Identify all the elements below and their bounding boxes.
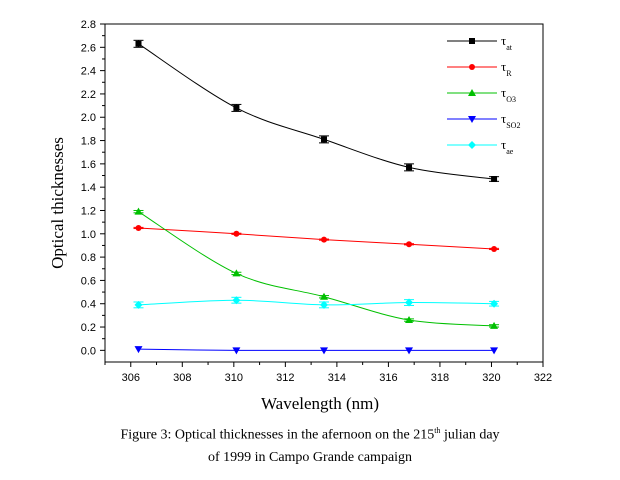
legend: τat τR τO3 τSO2 τae <box>447 33 520 156</box>
data-point <box>135 224 142 231</box>
y-tick-label: 0.4 <box>81 299 96 311</box>
data-point <box>232 347 241 355</box>
plot-frame <box>104 23 544 363</box>
legend-marker <box>468 89 476 96</box>
data-point <box>405 298 414 307</box>
data-point <box>233 104 240 111</box>
series-line <box>138 227 495 250</box>
series-line <box>138 211 495 327</box>
series-r <box>133 224 500 252</box>
data-point <box>490 347 499 355</box>
series-line <box>138 43 495 180</box>
data-point <box>490 299 499 308</box>
data-point <box>490 321 499 329</box>
legend-marker <box>468 141 476 149</box>
series-o3 <box>133 207 500 329</box>
legend-label: τO3 <box>501 85 516 104</box>
x-tick-label: 322 <box>534 372 552 384</box>
x-axis-title: Wavelength (nm) <box>261 394 379 413</box>
caption-line-1: Figure 3: Optical thicknesses in the afe… <box>0 420 620 447</box>
x-tick-label: 312 <box>276 372 294 384</box>
data-point <box>320 347 328 355</box>
y-axis: 0.0 0.2 0.4 0.6 0.8 1.0 1.2 1.4 1.6 1.8 2.0 2.2 2.4 2… <box>81 19 105 357</box>
data-point <box>320 300 328 309</box>
x-tick-label: 316 <box>379 372 397 384</box>
caption-line-1-suffix: julian day <box>440 427 500 443</box>
data-point <box>320 292 328 300</box>
x-tick-label: 310 <box>225 372 243 384</box>
y-tick-label: 2.4 <box>81 66 96 78</box>
y-axis-title: Optical thicknesses <box>48 137 67 269</box>
data-point <box>406 241 413 248</box>
y-tick-label: 1.2 <box>81 205 96 217</box>
y-tick-label: 2.8 <box>81 19 96 31</box>
legend-marker <box>469 38 475 44</box>
y-tick-label: 0.6 <box>81 275 96 287</box>
data-point <box>491 245 498 252</box>
y-tick-label: 1.4 <box>81 182 96 194</box>
y-tick-label: 2.0 <box>81 112 96 124</box>
legend-label: τR <box>501 59 512 78</box>
series-so2 <box>134 346 499 355</box>
data-point <box>134 300 143 309</box>
series-line <box>138 299 495 306</box>
y-tick-label: 0.2 <box>81 322 96 334</box>
data-point <box>135 40 142 47</box>
data-point <box>134 346 143 354</box>
series-at <box>133 39 500 183</box>
series-layer <box>133 39 500 355</box>
y-tick-label: 1.8 <box>81 136 96 148</box>
legend-label: τSO2 <box>501 111 520 130</box>
data-point <box>405 347 414 355</box>
caption-line-2: of 1999 in Campo Grande campaign <box>207 449 413 465</box>
chart: 306 308 310 312 314 316 318 320 322 0.0 0.2 0.4 0.6… <box>48 19 552 413</box>
x-tick-label: 306 <box>122 372 140 384</box>
data-point <box>232 269 241 277</box>
caption-line-1-prefix: Figure 3: Optical thicknesses in the afe… <box>120 427 435 443</box>
y-tick-label: 0.0 <box>81 345 96 357</box>
y-tick-label: 1.6 <box>81 159 96 171</box>
series-line <box>138 348 495 351</box>
y-tick-label: 0.8 <box>81 252 96 264</box>
plot-border <box>104 23 544 363</box>
data-point <box>233 230 240 237</box>
caption-superscript: th <box>434 426 441 435</box>
y-tick-label: 2.2 <box>81 89 96 101</box>
legend-label: τae <box>501 137 514 156</box>
data-point <box>405 316 414 324</box>
series-ae <box>133 296 500 309</box>
data-point <box>321 136 327 143</box>
x-tick-label: 314 <box>328 372 346 384</box>
x-tick-label: 318 <box>431 372 449 384</box>
figure-caption: Figure 3: Optical thicknesses in the afe… <box>0 420 620 469</box>
x-tick-label: 320 <box>482 372 500 384</box>
data-point <box>491 176 498 183</box>
x-axis: 306 308 310 312 314 316 318 320 322 <box>104 362 552 384</box>
data-point <box>134 207 143 215</box>
x-tick-label: 308 <box>173 372 191 384</box>
y-tick-label: 2.6 <box>81 42 96 54</box>
legend-marker <box>469 64 475 70</box>
legend-label: τat <box>501 33 513 52</box>
data-point <box>232 296 241 305</box>
data-point <box>406 164 413 171</box>
y-tick-label: 1.0 <box>81 229 96 241</box>
legend-marker <box>468 116 476 123</box>
data-point <box>321 236 327 243</box>
